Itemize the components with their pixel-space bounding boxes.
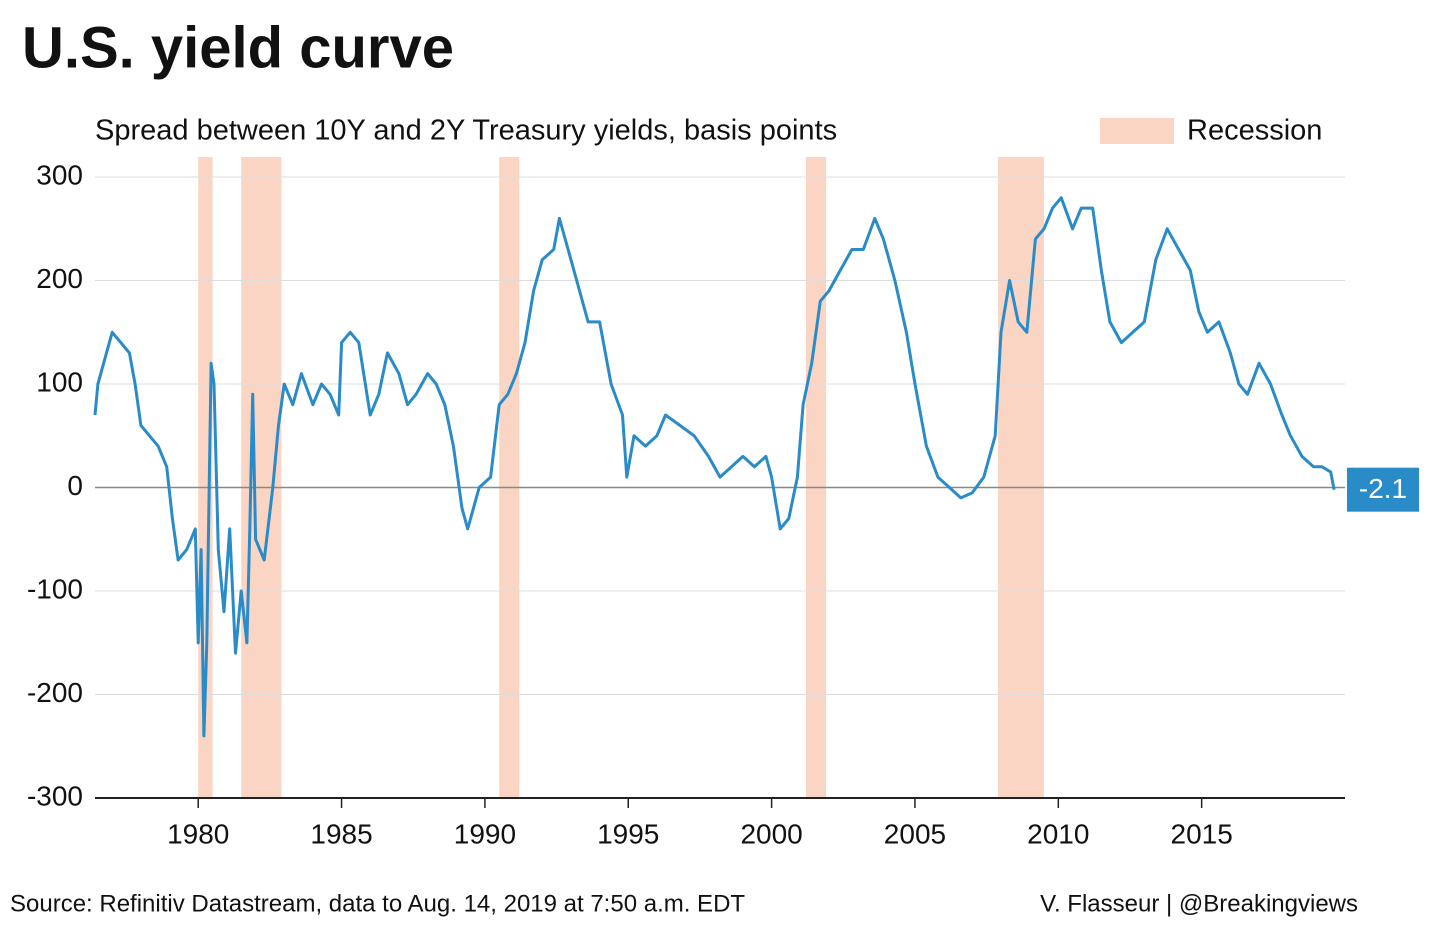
- legend-swatch: [1100, 118, 1174, 144]
- x-tick-label: 1995: [597, 818, 659, 849]
- source-note: Source: Refinitiv Datastream, data to Au…: [10, 890, 745, 917]
- chart-title: U.S. yield curve: [22, 15, 454, 80]
- x-tick-label: 1980: [167, 818, 229, 849]
- x-tick-label: 2010: [1027, 818, 1089, 849]
- x-tick-label: 2005: [884, 818, 946, 849]
- x-tick-label: 2000: [740, 818, 802, 849]
- chart-subtitle: Spread between 10Y and 2Y Treasury yield…: [95, 115, 837, 147]
- legend-label: Recession: [1187, 115, 1322, 147]
- recession-band: [806, 157, 827, 798]
- recession-band: [241, 157, 282, 798]
- x-tick-label: 1985: [310, 818, 372, 849]
- y-tick-label: 300: [36, 159, 83, 190]
- recession-band: [499, 157, 520, 798]
- y-tick-label: -300: [27, 780, 83, 811]
- last-value-box: [1347, 467, 1419, 512]
- y-tick-label: -100: [27, 573, 83, 604]
- y-tick-label: 100: [36, 366, 83, 397]
- spread-line: [93, 196, 1336, 738]
- y-tick-label: 200: [36, 263, 83, 294]
- y-tick-label: -200: [27, 677, 83, 708]
- x-tick-label: 1990: [454, 818, 516, 849]
- x-tick-label: 2015: [1171, 818, 1233, 849]
- y-tick-label: 0: [67, 470, 83, 501]
- credit: V. Flasseur | @Breakingviews: [1040, 890, 1358, 917]
- recession-band: [998, 157, 1044, 798]
- last-value-label: -2.1: [1359, 473, 1407, 504]
